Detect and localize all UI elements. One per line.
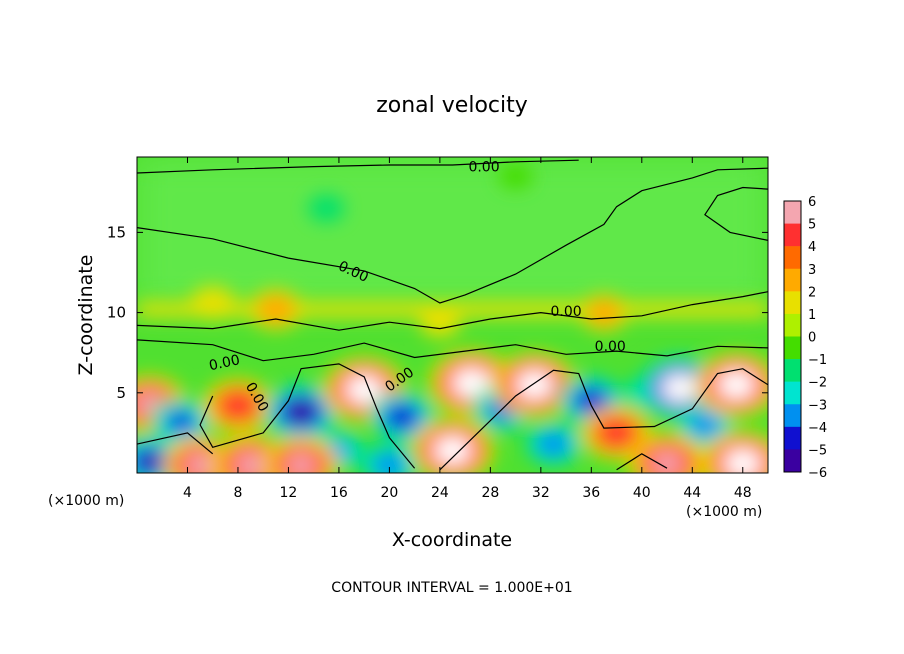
plot-area bbox=[137, 157, 768, 473]
contour-line-2 bbox=[704, 186, 768, 241]
contour-line-5 bbox=[199, 363, 416, 469]
contour-line-8 bbox=[616, 453, 668, 471]
field-feature-17 bbox=[695, 352, 768, 417]
colorbar-segment bbox=[784, 313, 801, 337]
colorbar-tick-label: −6 bbox=[808, 466, 827, 481]
contour-line-7 bbox=[439, 368, 768, 471]
field-feature-28 bbox=[419, 307, 461, 338]
colorbar-segment bbox=[784, 404, 801, 428]
field-feature-22 bbox=[360, 443, 419, 473]
colorbar-frame bbox=[783, 200, 802, 473]
field-feature-23 bbox=[627, 432, 707, 473]
y-tick-label: 15 bbox=[107, 223, 126, 241]
colorbar-segment bbox=[784, 201, 801, 224]
colorbar-segment bbox=[784, 291, 801, 315]
x-tick-label: 28 bbox=[481, 485, 499, 501]
contour-line-1 bbox=[137, 159, 579, 174]
colorbar-segment bbox=[784, 359, 801, 382]
field-feature-2 bbox=[202, 378, 273, 433]
x-tick-label: 12 bbox=[280, 485, 298, 501]
colorbar-tick-label: 0 bbox=[808, 331, 816, 346]
field-feature-16 bbox=[676, 402, 734, 447]
x-tick-label: 48 bbox=[734, 485, 752, 501]
colorbar-segment bbox=[784, 268, 801, 292]
field-feature-20 bbox=[211, 434, 290, 473]
x-axis: 4 8 12 16 20 24 28 32 36 40 44 48 bbox=[183, 157, 752, 501]
contour-line-6 bbox=[137, 432, 214, 455]
colorbar-segment bbox=[784, 449, 801, 473]
field-feature-21 bbox=[263, 436, 339, 473]
colorbar-segment bbox=[784, 223, 801, 247]
x-tick-label: 8 bbox=[233, 485, 242, 501]
contour-label: 0.00 bbox=[208, 352, 242, 374]
contour-lines bbox=[137, 159, 768, 471]
field-feature-27 bbox=[190, 286, 236, 320]
x-tick-label: 40 bbox=[633, 485, 651, 501]
field-features bbox=[137, 163, 768, 473]
colorbar-tick-label: 6 bbox=[808, 195, 816, 210]
colorbar-tick-label: −5 bbox=[808, 443, 827, 458]
x-tick-label: 16 bbox=[330, 485, 348, 501]
field-feature-30 bbox=[498, 163, 533, 189]
colorbar-tick-label: 5 bbox=[808, 218, 816, 233]
x-tick-label: 32 bbox=[532, 485, 550, 501]
x-tick-label: 36 bbox=[582, 485, 600, 501]
field-feature-1 bbox=[150, 398, 212, 446]
x-tick-label: 20 bbox=[380, 485, 398, 501]
x-tick-label: 44 bbox=[683, 485, 701, 501]
colorbar-segment bbox=[784, 381, 801, 405]
colorbar-segment bbox=[784, 426, 801, 450]
field-feature-29 bbox=[308, 194, 345, 222]
x-tick-label: 24 bbox=[431, 485, 449, 501]
field-feature-8 bbox=[411, 418, 494, 473]
colorbar-segment bbox=[784, 246, 801, 270]
colorbar-segment bbox=[784, 336, 801, 360]
x-unit-label-right: (×1000 m) bbox=[686, 504, 762, 520]
x-unit-label-left: (×1000 m) bbox=[48, 493, 124, 509]
colorbar: 6 5 4 3 2 1 0 −1 −2 −3 −4 −5 −6 bbox=[783, 195, 827, 481]
contour-label: 0.00 bbox=[468, 159, 499, 175]
contour-label: 0.00 bbox=[550, 304, 581, 320]
x-axis-label: X-coordinate bbox=[392, 529, 512, 551]
field-feature-11 bbox=[524, 422, 583, 467]
footer-contour-interval: CONTOUR INTERVAL = 1.000E+01 bbox=[331, 580, 572, 596]
contour-line-3 bbox=[137, 291, 768, 331]
colorbar-tick-label: −2 bbox=[808, 376, 827, 391]
contour-line-0 bbox=[137, 167, 768, 304]
field-feature-25 bbox=[249, 289, 303, 330]
x-tick-label: 4 bbox=[183, 485, 192, 501]
field-feature-26 bbox=[579, 294, 629, 332]
y-tick-label: 10 bbox=[107, 304, 126, 322]
field-feature-24 bbox=[701, 431, 768, 473]
y-tick-label: 5 bbox=[116, 384, 126, 402]
colorbar-tick-label: 3 bbox=[808, 263, 816, 278]
chart-title: zonal velocity bbox=[376, 93, 528, 118]
contour-label: 0.00 bbox=[595, 339, 626, 355]
plot-frame bbox=[136, 156, 769, 474]
colorbar-tick-label: 2 bbox=[808, 285, 816, 300]
y-axis-label: Z-coordinate bbox=[75, 255, 97, 376]
field-upper-region bbox=[137, 157, 768, 307]
y-axis: 5 10 15 bbox=[107, 223, 768, 402]
colorbar-tick-label: 4 bbox=[808, 240, 816, 255]
colorbar-tick-label: −4 bbox=[808, 421, 827, 436]
contour-line-4 bbox=[137, 339, 768, 362]
colorbar-tick-label: 1 bbox=[808, 308, 816, 323]
colorbar-tick-label: −1 bbox=[808, 353, 827, 368]
colorbar-tick-label: −3 bbox=[808, 398, 827, 413]
